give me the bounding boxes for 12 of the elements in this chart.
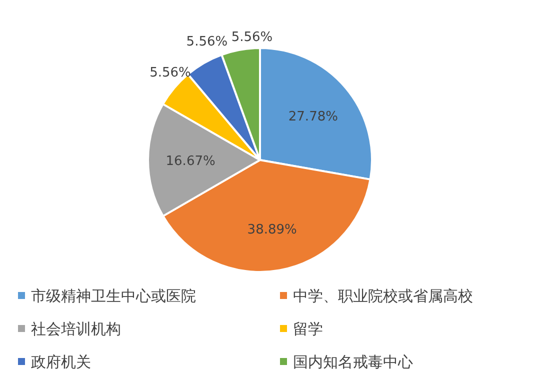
- data-label: 5.56%: [150, 65, 191, 80]
- legend-label: 社会培训机构: [31, 320, 121, 338]
- legend-label: 政府机关: [31, 353, 91, 371]
- data-label: 38.89%: [247, 222, 297, 238]
- data-label: 5.56%: [231, 30, 273, 45]
- legend-label: 国内知名戒毒中心: [293, 353, 413, 371]
- legend-label: 留学: [293, 320, 323, 338]
- data-label: 16.67%: [166, 154, 216, 170]
- legend-label: 中学、职业院校或省属高校: [293, 287, 473, 305]
- data-label: 5.56%: [186, 34, 228, 50]
- data-label: 27.78%: [288, 109, 338, 124]
- legend-label: 市级精神卫生中心或医院: [31, 287, 196, 305]
